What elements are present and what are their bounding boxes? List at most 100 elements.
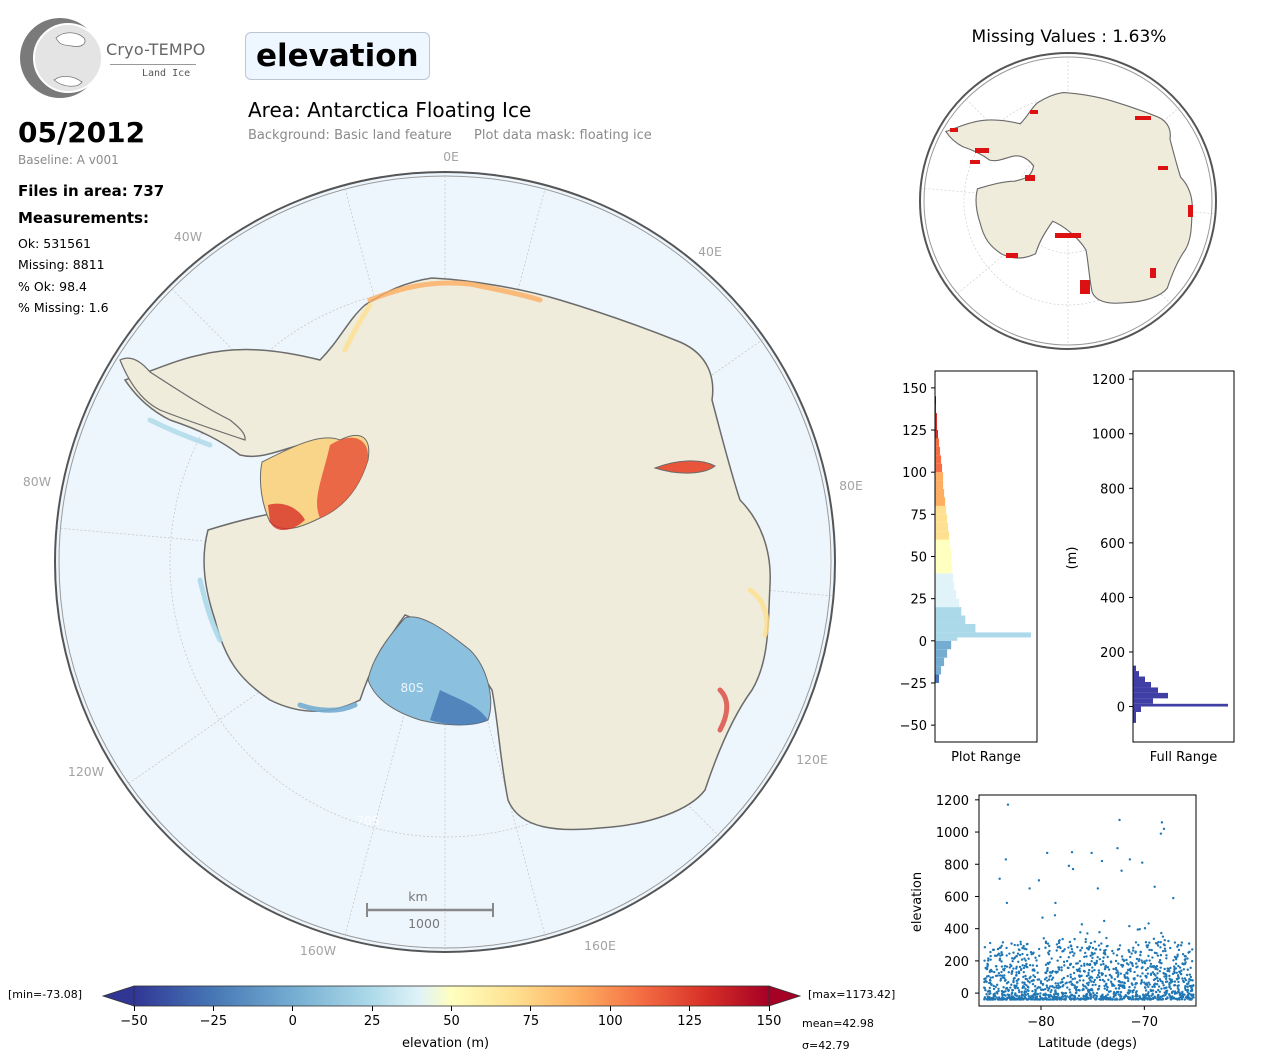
scatter-point	[1014, 998, 1018, 1001]
scatter-point	[1107, 968, 1111, 971]
scatter-point	[1179, 944, 1183, 947]
scatter-point	[983, 945, 987, 949]
plot-range-bar	[935, 421, 938, 431]
scatter-point	[999, 946, 1002, 949]
plot-range-bar	[935, 413, 938, 422]
scatter-xtick-label: −70	[1131, 1015, 1158, 1030]
scatter-point	[1187, 942, 1191, 945]
scatter-point	[1138, 958, 1141, 961]
scatter-point	[1093, 940, 1097, 943]
colorbar-tick-mark	[371, 1006, 373, 1011]
scatter-point	[1118, 984, 1122, 988]
scatter-point	[1093, 968, 1096, 972]
scatter-point	[1083, 955, 1086, 959]
scatter-point	[1078, 989, 1081, 992]
scatter-point	[1054, 992, 1058, 996]
full-range-bar	[1133, 692, 1168, 699]
scatter-point	[1103, 987, 1107, 990]
scatter-point	[1083, 962, 1086, 966]
scatter-point	[1171, 972, 1175, 976]
scatter-point	[1070, 993, 1073, 996]
plot-range-bar	[935, 581, 955, 591]
plot-range-bar	[935, 556, 952, 565]
scatter-point	[1091, 966, 1094, 969]
scatter-point	[1100, 996, 1103, 999]
scatter-point	[1106, 955, 1109, 959]
scatter-point	[1059, 946, 1062, 950]
scatter-point	[1142, 997, 1145, 1001]
scatter-point	[1051, 984, 1054, 988]
colorbar-tick-mark	[133, 1006, 135, 1011]
lat-label-70s: 70S	[357, 814, 380, 828]
scatter-point	[1103, 984, 1106, 988]
scatter-point	[1053, 914, 1057, 917]
scatter-point	[1112, 952, 1115, 955]
scatter-point	[1151, 989, 1155, 992]
scatter-point	[1014, 994, 1017, 997]
scatter-point	[1047, 989, 1050, 992]
scatter-point	[1117, 973, 1120, 977]
scatter-point	[1025, 998, 1029, 1001]
scatter-point	[1109, 980, 1113, 983]
scatter-point	[1169, 966, 1172, 970]
scatter-point	[1105, 982, 1108, 985]
scatter-point	[1065, 995, 1069, 998]
scatter-point	[1139, 953, 1142, 957]
scatter-point	[1177, 948, 1181, 952]
date-label: 05/2012	[18, 116, 146, 149]
scatter-point	[1099, 963, 1103, 966]
scale-value: 1000	[408, 916, 440, 931]
scatter-point	[1182, 968, 1186, 971]
scatter-point	[1114, 959, 1118, 963]
scatter-point	[1098, 978, 1102, 982]
scatter-point	[1169, 946, 1172, 950]
scatter-point	[1021, 946, 1024, 950]
scatter-point	[1174, 962, 1178, 966]
scatter-point	[1076, 969, 1080, 973]
scatter-point	[1049, 971, 1052, 974]
scatter-point	[1094, 983, 1097, 987]
scatter-point	[1181, 996, 1184, 999]
scatter-point	[1118, 944, 1122, 947]
scatter-point	[1001, 941, 1005, 944]
scatter-point	[1098, 984, 1101, 988]
scatter-point	[1098, 975, 1101, 979]
plot-range-bar	[935, 623, 976, 633]
lon-label-80w: 80W	[23, 474, 51, 489]
scatter-point	[1183, 958, 1187, 962]
scatter-point	[1145, 994, 1149, 997]
scatter-point	[1039, 980, 1043, 983]
scatter-point	[989, 950, 992, 954]
scatter-point	[1126, 979, 1130, 983]
scatter-point	[992, 984, 995, 988]
scatter-point	[1035, 964, 1039, 968]
scatter-point	[1181, 962, 1184, 965]
scale-bar: km 1000	[366, 889, 494, 931]
scatter-point	[1055, 984, 1058, 988]
scatter-point	[1125, 958, 1128, 962]
scatter-point	[999, 977, 1003, 980]
scatter-point	[1146, 997, 1149, 1000]
scatter-point	[1023, 964, 1027, 967]
scatter-point	[1074, 991, 1078, 995]
scatter-point	[1168, 977, 1171, 980]
scatter-point	[1130, 998, 1133, 1001]
scatter-point	[1008, 966, 1011, 969]
scatter-point	[1164, 980, 1168, 984]
scatter-point	[1097, 944, 1101, 947]
scatter-point	[986, 959, 990, 962]
scatter-point	[1187, 992, 1191, 995]
scatter-point	[1127, 989, 1130, 992]
scatter-point	[1022, 970, 1025, 974]
scatter-point	[1163, 994, 1166, 997]
scatter-point	[1057, 984, 1060, 987]
scatter-point	[994, 985, 997, 989]
scatter-point	[1046, 967, 1049, 970]
scatter-point	[1121, 958, 1124, 961]
scatter-point	[1147, 994, 1151, 998]
scatter-point	[1143, 960, 1146, 963]
scatter-point	[1128, 924, 1131, 928]
scatter-point	[1021, 981, 1024, 984]
scatter-point	[1033, 975, 1037, 979]
scatter-point	[1161, 982, 1164, 985]
